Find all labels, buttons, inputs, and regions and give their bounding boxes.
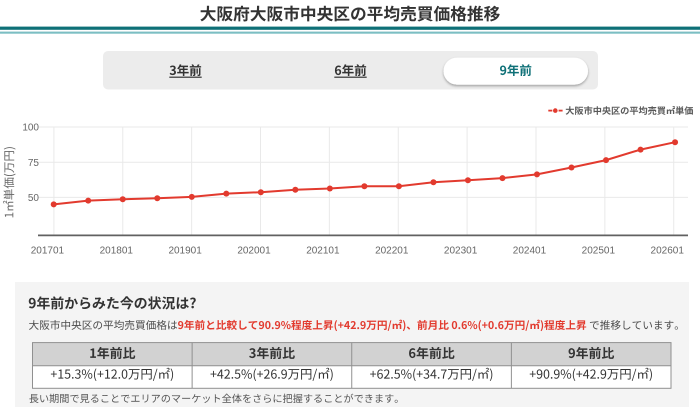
- svg-text:75: 75: [28, 158, 40, 169]
- svg-text:202101: 202101: [306, 246, 340, 257]
- svg-text:100: 100: [22, 123, 39, 134]
- svg-text:202301: 202301: [444, 246, 478, 257]
- svg-text:202601: 202601: [651, 246, 685, 257]
- svg-text:201701: 201701: [31, 246, 65, 257]
- svg-text:202001: 202001: [237, 246, 271, 257]
- svg-text:50: 50: [28, 193, 40, 204]
- svg-text:201901: 201901: [168, 246, 202, 257]
- svg-text:201801: 201801: [100, 246, 134, 257]
- svg-text:202201: 202201: [375, 246, 409, 257]
- svg-text:202401: 202401: [513, 246, 547, 257]
- svg-text:202501: 202501: [582, 246, 616, 257]
